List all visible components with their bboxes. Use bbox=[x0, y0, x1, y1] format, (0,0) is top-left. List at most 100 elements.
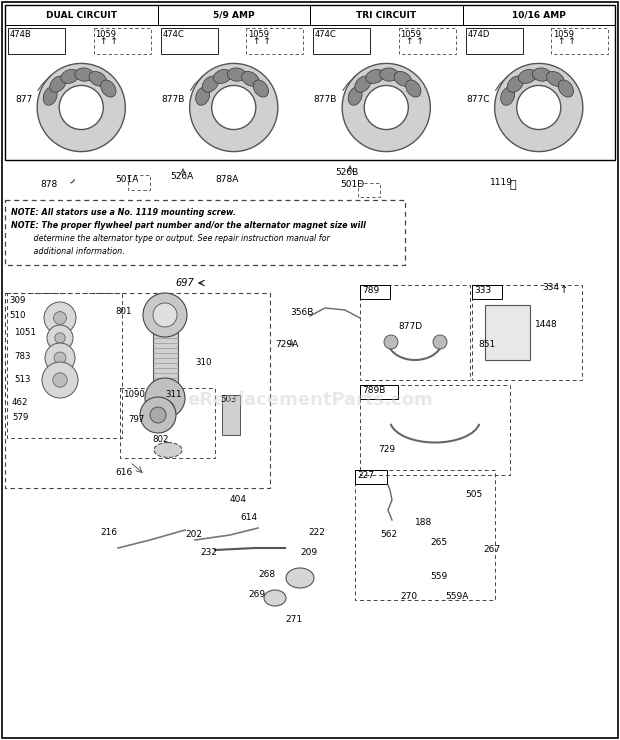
Circle shape bbox=[153, 303, 177, 327]
Text: 1051: 1051 bbox=[14, 328, 36, 337]
Text: 474B: 474B bbox=[10, 30, 32, 39]
Text: NOTE: All stators use a No. 1119 mounting screw.: NOTE: All stators use a No. 1119 mountin… bbox=[11, 208, 236, 217]
Bar bbox=[310, 5, 463, 25]
Ellipse shape bbox=[242, 72, 259, 87]
Text: 222: 222 bbox=[308, 528, 325, 537]
Ellipse shape bbox=[286, 568, 314, 588]
Bar bbox=[466, 28, 523, 54]
Text: 877B: 877B bbox=[161, 95, 185, 104]
Ellipse shape bbox=[100, 80, 116, 97]
Circle shape bbox=[384, 335, 398, 349]
Text: 851: 851 bbox=[478, 340, 495, 349]
Text: 1059: 1059 bbox=[248, 30, 269, 39]
Text: ↑ ↑: ↑ ↑ bbox=[405, 36, 423, 45]
Text: 1059: 1059 bbox=[95, 30, 117, 39]
Bar bbox=[360, 285, 390, 299]
Text: 789B: 789B bbox=[362, 386, 386, 395]
Circle shape bbox=[55, 333, 65, 343]
Text: 501A: 501A bbox=[115, 175, 138, 184]
Bar bbox=[5, 5, 615, 160]
Text: 209: 209 bbox=[300, 548, 317, 557]
Text: ↑ ↑: ↑ ↑ bbox=[100, 36, 118, 45]
Circle shape bbox=[145, 378, 185, 418]
Text: 526A: 526A bbox=[170, 172, 193, 181]
Text: 188: 188 bbox=[415, 518, 432, 527]
Text: 877D: 877D bbox=[398, 322, 422, 331]
Text: 513: 513 bbox=[14, 375, 30, 384]
Circle shape bbox=[433, 335, 447, 349]
Text: 474C: 474C bbox=[162, 30, 184, 39]
Bar bbox=[360, 385, 510, 475]
Ellipse shape bbox=[355, 76, 371, 92]
Ellipse shape bbox=[253, 80, 268, 97]
Text: ↑ ↑: ↑ ↑ bbox=[558, 36, 576, 45]
Bar bbox=[5, 200, 405, 265]
Text: 877C: 877C bbox=[466, 95, 490, 104]
Ellipse shape bbox=[50, 76, 66, 92]
Text: 232: 232 bbox=[200, 548, 217, 557]
Text: 202: 202 bbox=[185, 530, 202, 539]
Text: 505: 505 bbox=[465, 490, 482, 499]
Ellipse shape bbox=[213, 70, 231, 84]
Ellipse shape bbox=[507, 76, 523, 92]
Text: 🔧: 🔧 bbox=[510, 180, 516, 190]
Circle shape bbox=[44, 302, 76, 334]
Bar bbox=[463, 5, 615, 25]
Text: 270: 270 bbox=[400, 592, 417, 601]
Text: NOTE: The proper flywheel part number and/or the alternator magnet size will: NOTE: The proper flywheel part number an… bbox=[11, 221, 366, 230]
Text: 616: 616 bbox=[115, 468, 132, 477]
Bar bbox=[120, 388, 215, 458]
Circle shape bbox=[47, 325, 73, 351]
Text: ↑ ↑: ↑ ↑ bbox=[253, 36, 271, 45]
Ellipse shape bbox=[366, 70, 384, 84]
Wedge shape bbox=[190, 64, 278, 152]
Text: 878: 878 bbox=[40, 180, 57, 189]
Bar bbox=[360, 385, 398, 399]
Text: 334: 334 bbox=[542, 283, 559, 292]
Ellipse shape bbox=[394, 72, 412, 87]
Bar bbox=[358, 183, 380, 197]
Circle shape bbox=[54, 352, 66, 364]
Bar bbox=[246, 28, 303, 54]
Ellipse shape bbox=[546, 72, 564, 87]
Text: TRI CIRCUIT: TRI CIRCUIT bbox=[356, 10, 416, 19]
Circle shape bbox=[143, 293, 187, 337]
Text: 579: 579 bbox=[12, 413, 29, 422]
Text: 802: 802 bbox=[152, 435, 169, 444]
Bar bbox=[222, 395, 240, 435]
Text: determine the alternator type or output. See repair instruction manual for: determine the alternator type or output.… bbox=[11, 234, 330, 243]
Text: 503: 503 bbox=[220, 395, 236, 404]
Text: 227: 227 bbox=[357, 471, 374, 480]
Text: 501D: 501D bbox=[340, 180, 364, 189]
Text: 526B: 526B bbox=[335, 168, 358, 177]
Text: 462: 462 bbox=[12, 398, 29, 407]
Ellipse shape bbox=[89, 72, 107, 87]
Ellipse shape bbox=[558, 80, 574, 97]
Text: 1119: 1119 bbox=[490, 178, 513, 187]
Text: 877: 877 bbox=[15, 95, 32, 104]
Text: 801: 801 bbox=[115, 307, 131, 316]
Text: 310: 310 bbox=[195, 358, 211, 367]
Text: 269: 269 bbox=[248, 590, 265, 599]
Text: 797: 797 bbox=[128, 415, 144, 424]
Text: 216: 216 bbox=[100, 528, 117, 537]
Text: 267: 267 bbox=[483, 545, 500, 554]
Ellipse shape bbox=[501, 87, 515, 105]
Text: 729: 729 bbox=[378, 445, 395, 454]
Text: ↑: ↑ bbox=[560, 285, 568, 295]
Ellipse shape bbox=[380, 68, 399, 81]
Text: 1448: 1448 bbox=[535, 320, 558, 329]
Text: 562: 562 bbox=[380, 530, 397, 539]
Ellipse shape bbox=[61, 70, 79, 84]
Text: 311: 311 bbox=[165, 390, 182, 399]
Ellipse shape bbox=[228, 68, 246, 81]
Ellipse shape bbox=[196, 87, 210, 105]
Bar bbox=[128, 175, 150, 190]
Bar bbox=[7, 293, 122, 438]
Circle shape bbox=[155, 400, 175, 420]
Ellipse shape bbox=[202, 76, 218, 92]
Bar bbox=[355, 470, 495, 600]
Bar bbox=[355, 470, 387, 484]
Text: 474D: 474D bbox=[467, 30, 490, 39]
Text: 404: 404 bbox=[230, 495, 247, 504]
